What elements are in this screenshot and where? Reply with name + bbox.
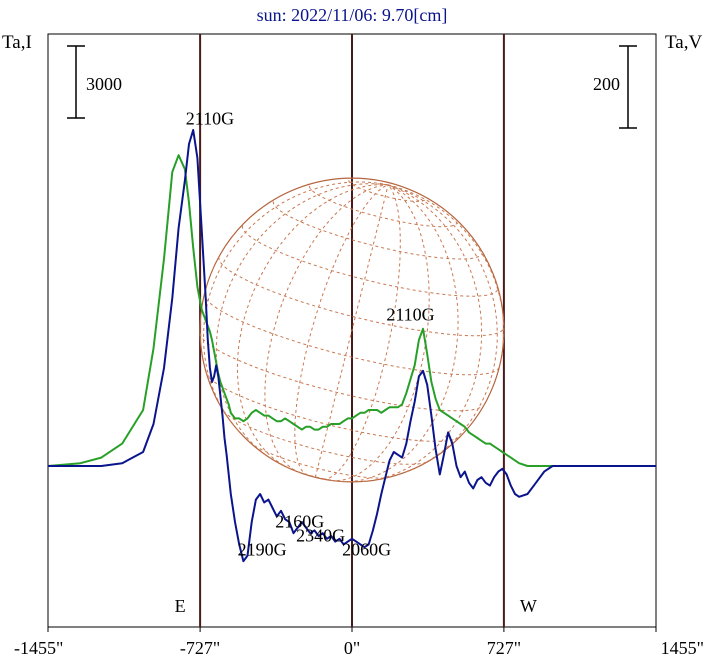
longitude-line — [314, 184, 389, 478]
latitude-line — [223, 410, 428, 465]
latitude-line — [205, 373, 461, 442]
latitude-line — [249, 441, 390, 479]
latitude-line — [203, 293, 500, 376]
latitude-line — [199, 333, 485, 412]
longitude-line — [294, 184, 389, 476]
x-tick-label: 0" — [344, 638, 360, 658]
longitude-line — [330, 184, 430, 482]
series-lines — [47, 129, 656, 563]
x-tick-label: 727" — [487, 638, 521, 658]
annotation-label: 2190G — [238, 540, 287, 560]
latitude-line — [348, 180, 426, 202]
limb-marker-label: W — [520, 596, 537, 616]
x-tick-labels: -1455" -727" 0" 727" 1455" — [14, 627, 704, 658]
longitude-line — [388, 184, 498, 473]
longitude-line — [362, 184, 483, 482]
limb-marker-label: E — [175, 596, 186, 616]
latitude-line — [287, 467, 345, 483]
longitude-line — [342, 184, 459, 483]
latitude-line — [241, 225, 499, 297]
x-tick-label: -1455" — [14, 638, 63, 658]
series-line-green — [47, 154, 656, 467]
chart-title: sun: 2022/11/06: 9.70[cm] — [257, 5, 448, 25]
solar-disk-grid — [199, 177, 505, 483]
scale-bar-label: 200 — [593, 74, 620, 94]
scale-bar-label: 3000 — [86, 74, 122, 94]
scale-bars: 3000 200 — [67, 45, 637, 129]
annotation-label: 2110G — [386, 304, 434, 324]
longitude-line — [323, 184, 401, 480]
y-axis-label-left: Ta,I — [2, 32, 32, 53]
x-tick-label: 1455" — [661, 638, 704, 658]
x-tick-label: -727" — [180, 638, 220, 658]
latitude-line — [309, 185, 458, 228]
series-line-blue — [48, 129, 656, 563]
y-axis-label-right: Ta,V — [665, 32, 702, 53]
longitude-line — [264, 184, 389, 474]
latitude-line — [272, 201, 483, 260]
annotation-label: 2340G — [296, 526, 345, 546]
annotation-label: 2060G — [342, 540, 391, 560]
annotation-label: 2110G — [186, 108, 234, 128]
longitude-line — [202, 181, 389, 431]
annotation-label: 2160G — [275, 512, 324, 532]
